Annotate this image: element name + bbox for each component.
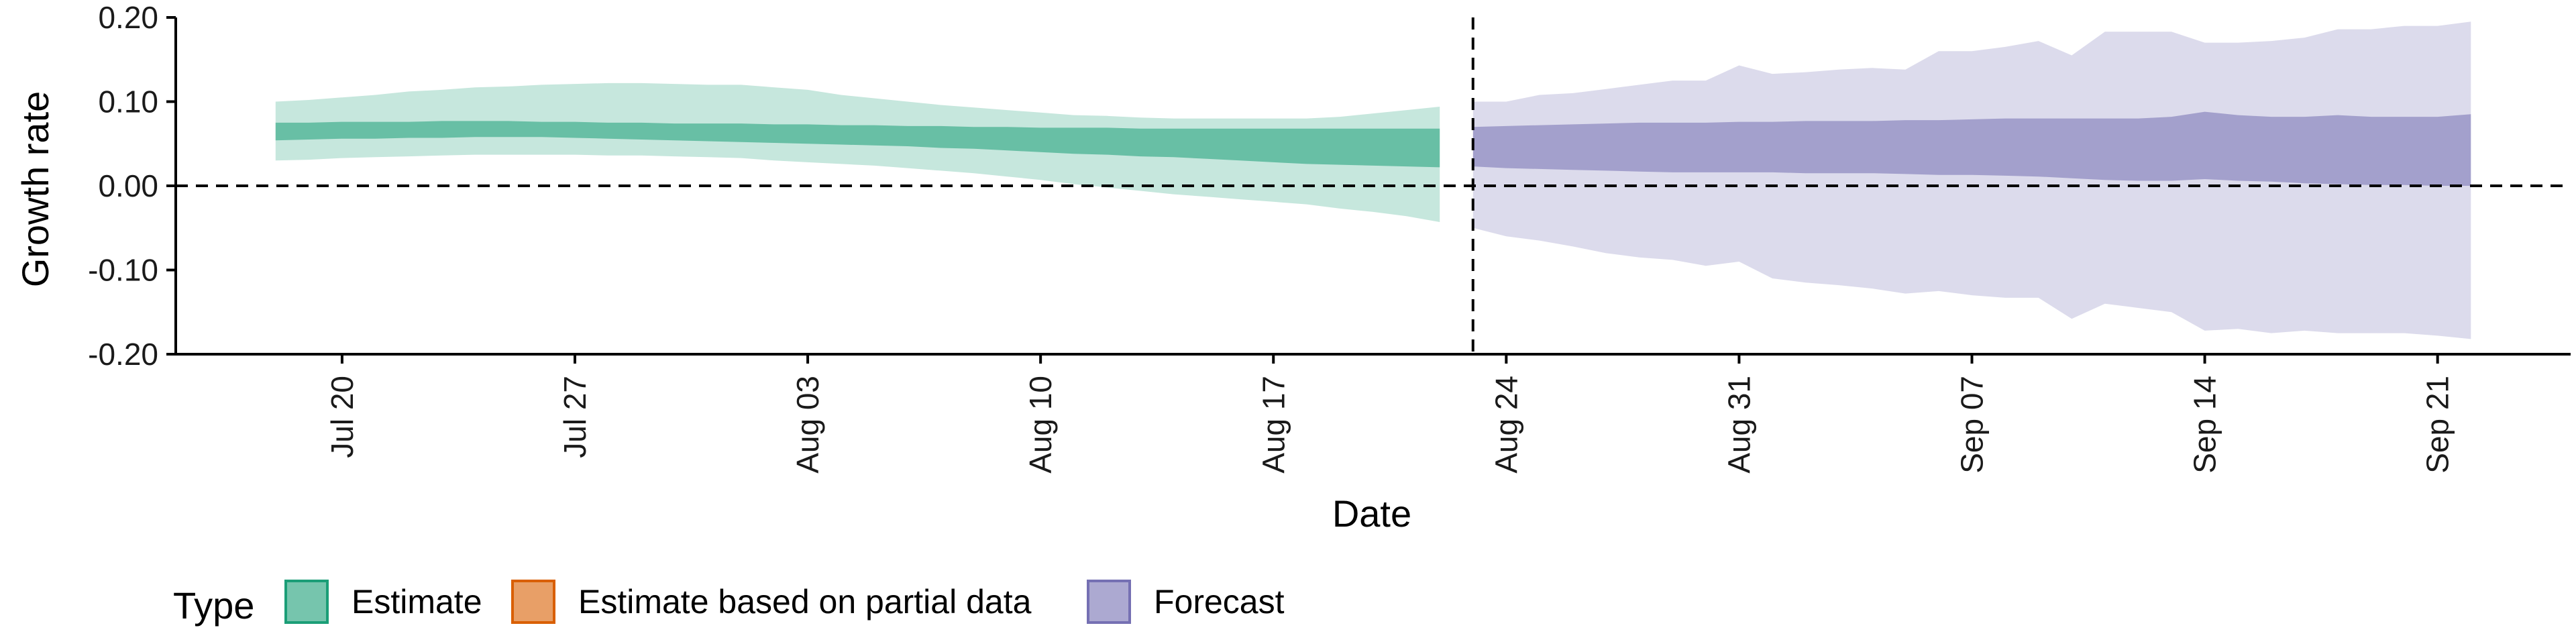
y-tick-label: -0.20 — [88, 337, 158, 372]
y-tick-label: 0.20 — [98, 0, 158, 35]
y-tick-label: 0.10 — [98, 85, 158, 119]
x-tick-label: Aug 03 — [790, 376, 825, 474]
legend-swatch-estimate — [284, 580, 329, 624]
x-tick-label: Sep 21 — [2420, 376, 2455, 474]
legend-label-estimate: Estimate — [352, 583, 482, 621]
x-tick-label: Aug 31 — [1721, 376, 1756, 474]
x-tick-label: Aug 10 — [1023, 376, 1058, 474]
forecast-inner-band — [1472, 111, 2471, 186]
estimate-outer-band — [275, 83, 1440, 223]
legend-label-estimate-based-on-partial-data: Estimate based on partial data — [578, 583, 1032, 621]
legend-swatch-forecast — [1087, 580, 1131, 624]
forecast-outer-band — [1472, 21, 2471, 339]
x-tick-label: Sep 14 — [2188, 376, 2222, 474]
x-tick-label: Aug 17 — [1256, 376, 1291, 474]
x-tick-label: Aug 24 — [1489, 376, 1523, 474]
legend-label-forecast: Forecast — [1154, 583, 1285, 621]
x-tick-label: Sep 07 — [1955, 376, 1990, 474]
x-tick-label: Jul 27 — [557, 376, 592, 458]
legend-swatch-estimate-based-on-partial-data — [511, 580, 555, 624]
legend-items: Estimate Estimate based on partial data Fo… — [284, 580, 1285, 624]
reference-lines — [176, 17, 2571, 354]
y-tick-label: 0.00 — [98, 168, 158, 203]
legend-title: Type — [173, 584, 254, 627]
y-axis-title: Growth rate — [14, 91, 56, 288]
axes: 0.20 0.10 0.00 -0.10 -0.20 Jul 20 Jul 27 Aug 03… — [88, 0, 2571, 474]
legend: Type Estimate Estimate based on partial d… — [173, 580, 1285, 627]
x-axis-title: Date — [1332, 492, 1411, 535]
x-tick-label: Jul 20 — [325, 376, 360, 458]
estimate-inner-band — [275, 121, 1440, 168]
ribbon-layer — [275, 21, 2471, 339]
y-tick-label: -0.10 — [88, 253, 158, 288]
